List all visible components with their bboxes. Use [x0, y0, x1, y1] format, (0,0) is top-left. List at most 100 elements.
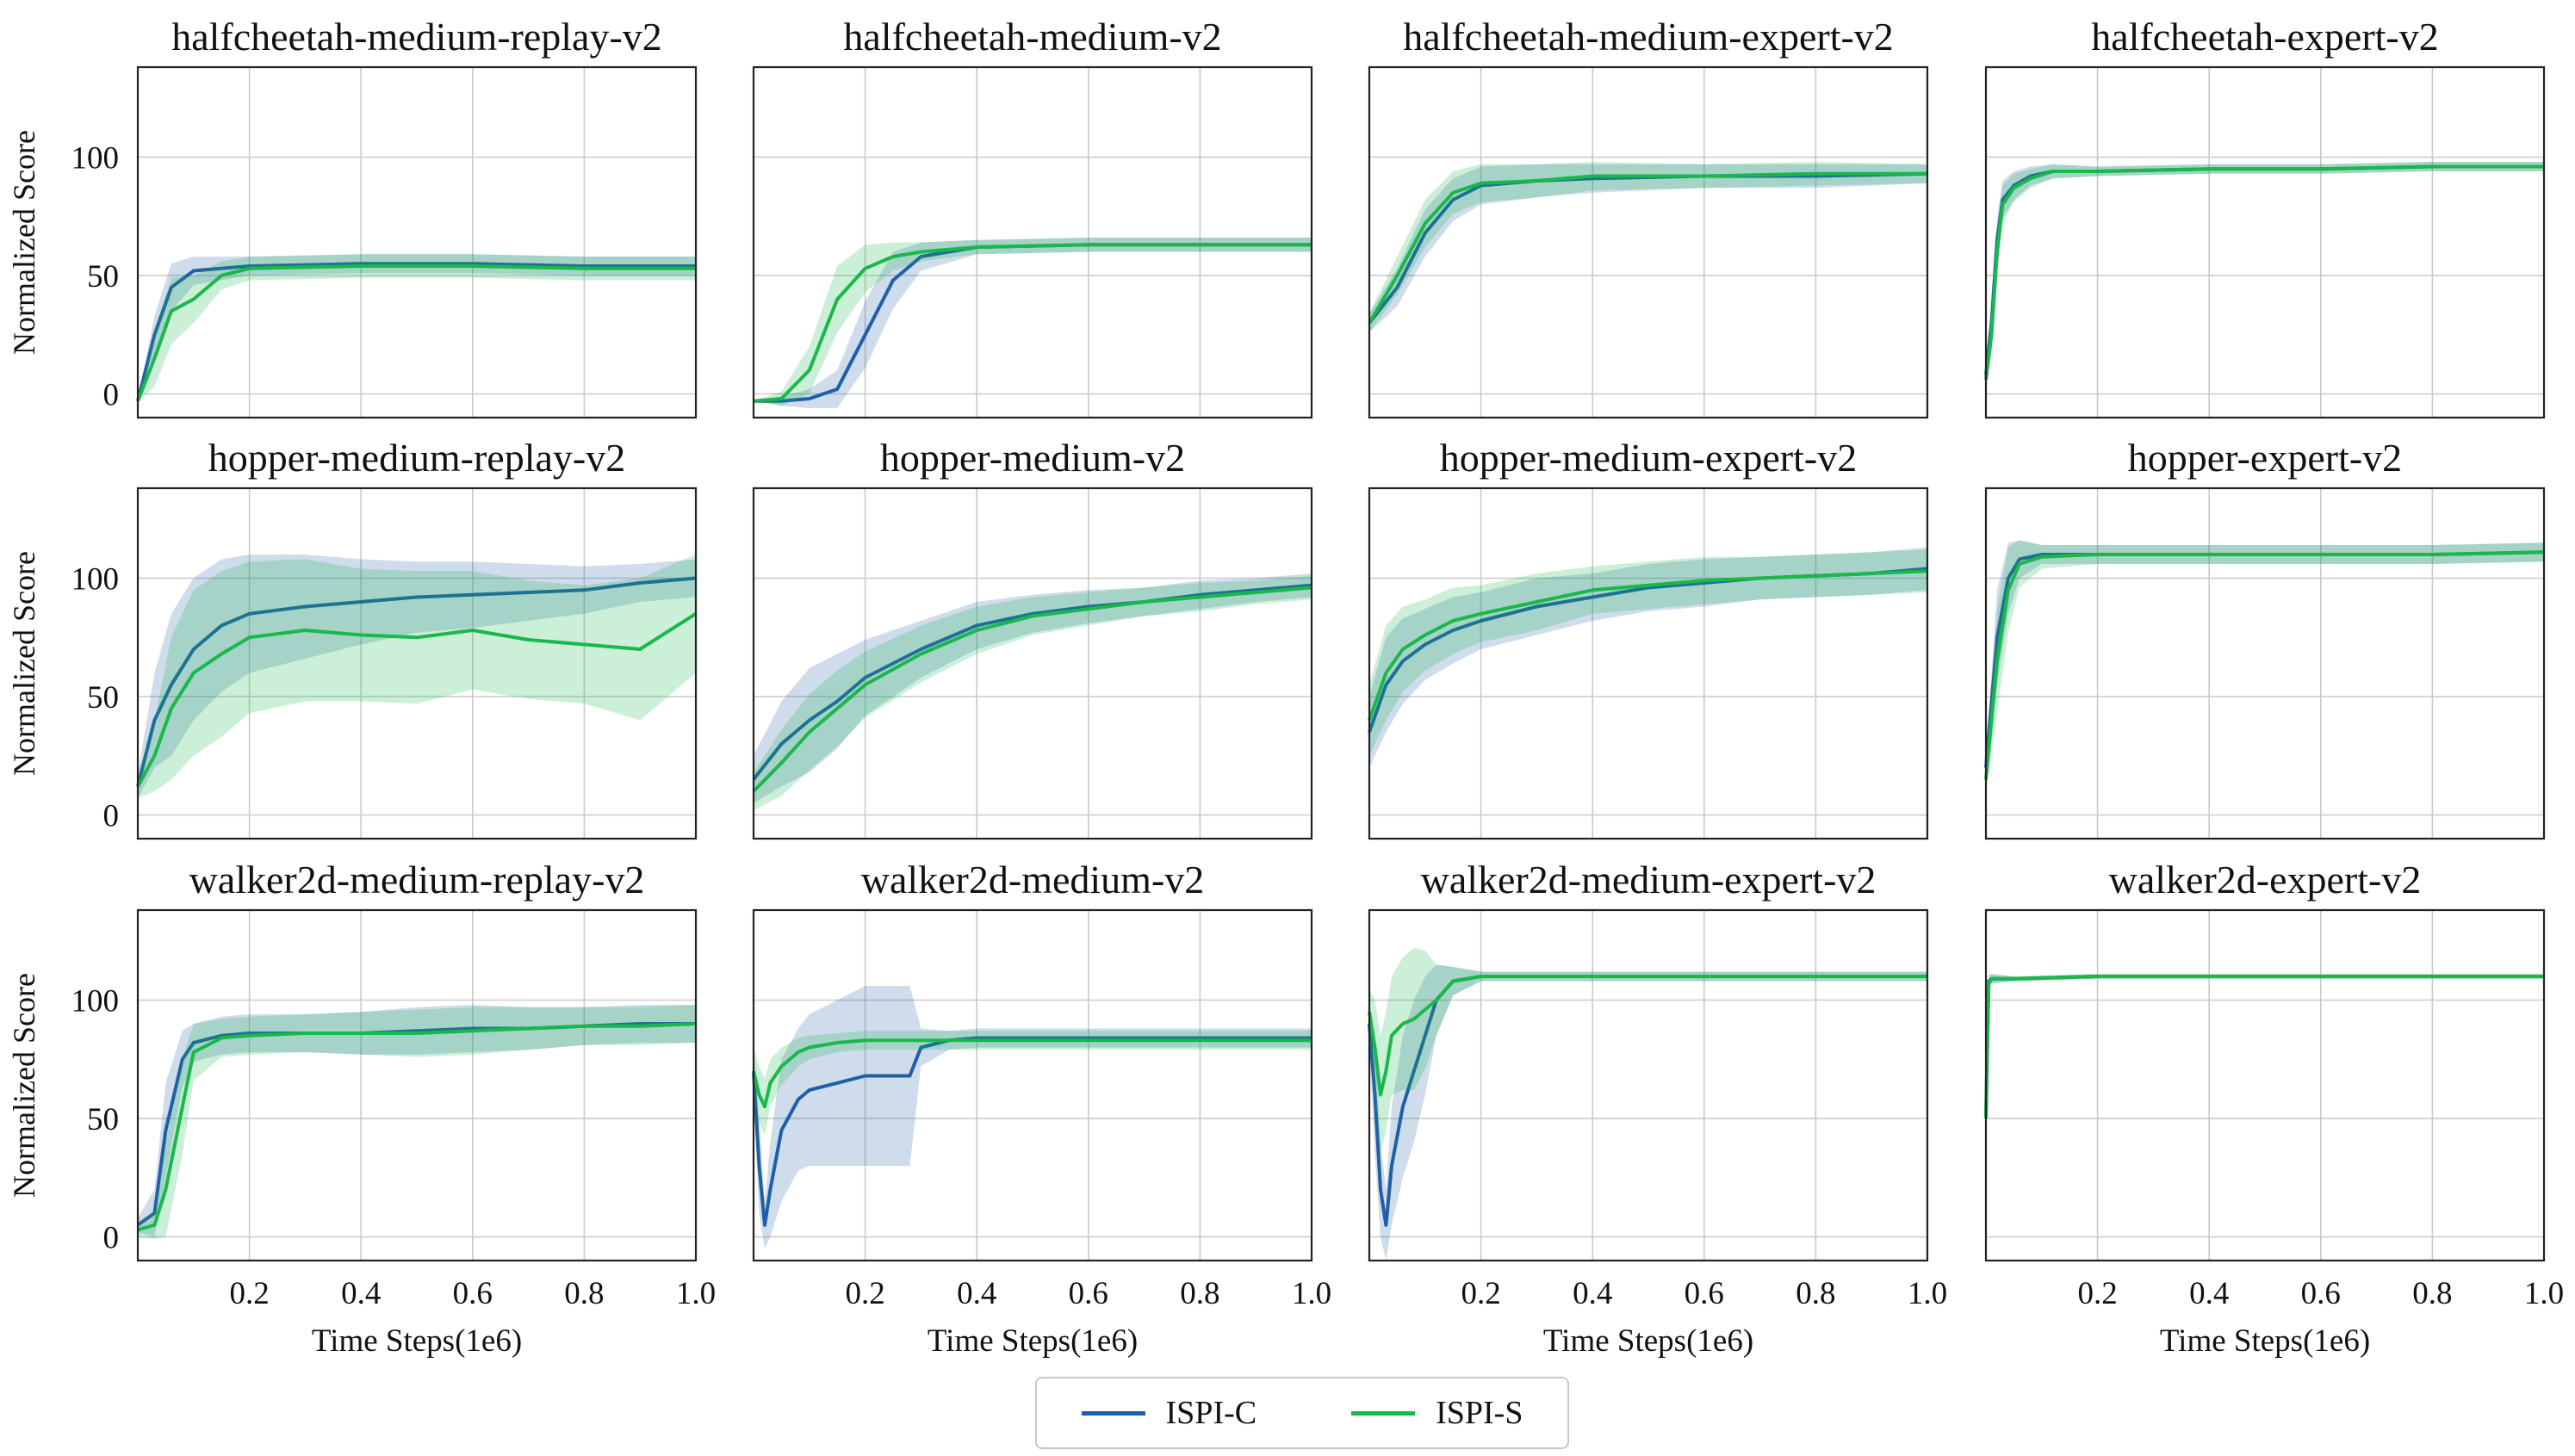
band-ispi-s — [1369, 549, 1927, 756]
series-line-ispi-c — [752, 1036, 1312, 1227]
x-tick-label: 1.0 — [1292, 1276, 1331, 1311]
series-line-ispi-c — [752, 583, 1312, 781]
axes-frame — [1984, 65, 2546, 419]
subplot-11: walker2d-medium-expert-v2 0.2 0.4 0.6 0.8 1.0… — [1368, 858, 1947, 1359]
x-tick-label: 0.2 — [1461, 1276, 1500, 1311]
subplot-title: halfcheetah-expert-v2 — [2091, 15, 2439, 59]
x-tick-label: 0.6 — [453, 1276, 493, 1311]
x-tick-label: 0.8 — [2412, 1276, 2452, 1311]
subplot-10: walker2d-medium-v2 0.2 0.4 0.6 0.8 1.0 Time St… — [752, 858, 1331, 1359]
subplot-4: halfcheetah-expert-v2 — [1984, 15, 2546, 419]
series-line-ispi-s — [136, 264, 696, 402]
x-axis-label: Time Steps(1e6) — [2160, 1323, 2370, 1359]
band-ispi-s — [1369, 948, 1927, 1155]
axes-frame — [752, 65, 1313, 419]
series-line-ispi-s — [752, 1038, 1312, 1109]
subplot-9: walker2d-medium-replay-v2 0 50 100 Normalize… — [7, 858, 716, 1359]
x-tick-label: 0.8 — [1180, 1276, 1219, 1311]
band-ispi-c — [1369, 547, 1927, 768]
axes-frame — [752, 908, 1313, 1262]
y-tick-label: 50 — [87, 1102, 119, 1137]
axes-frame — [1984, 908, 2546, 1262]
y-tick-label: 100 — [71, 984, 120, 1019]
band-ispi-s — [1369, 162, 1927, 332]
y-axis-label: Normalized Score — [7, 130, 41, 355]
y-tick-label: 0 — [103, 799, 120, 834]
x-axis-label: Time Steps(1e6) — [928, 1323, 1138, 1359]
x-tick-label: 0.4 — [1573, 1276, 1612, 1311]
series-line-ispi-c — [1984, 975, 2544, 1119]
subplot-title: hopper-medium-replay-v2 — [208, 436, 625, 480]
band-ispi-c — [1369, 964, 1927, 1261]
series-line-ispi-s — [1984, 550, 2545, 780]
legend-label-ispi-s: ISPI-S — [1436, 1395, 1523, 1431]
x-tick-label: 0.6 — [1685, 1276, 1724, 1311]
subplot-title: walker2d-expert-v2 — [2109, 858, 2422, 901]
x-axis-label: Time Steps(1e6) — [1543, 1323, 1753, 1359]
axes-frame — [136, 908, 698, 1262]
x-tick-label: 1.0 — [676, 1276, 716, 1311]
axes-frame — [752, 486, 1313, 840]
x-tick-label: 0.6 — [1069, 1276, 1108, 1311]
series-line-ispi-c — [1984, 164, 2544, 375]
band-ispi-s — [138, 1005, 696, 1240]
subplot-7: hopper-medium-expert-v2 — [1368, 436, 1929, 840]
axes-frame — [1368, 65, 1929, 419]
axes-frame — [1368, 908, 1929, 1262]
band-ispi-c — [754, 986, 1312, 1249]
x-tick-label: 0.4 — [957, 1276, 996, 1311]
series-line-ispi-s — [1368, 975, 1927, 1097]
subplot-8: hopper-expert-v2 — [1984, 436, 2546, 840]
subplot-title: hopper-medium-v2 — [880, 436, 1185, 480]
subplot-title: walker2d-medium-replay-v2 — [189, 858, 645, 901]
x-tick-label: 0.6 — [2301, 1276, 2341, 1311]
band-ispi-c — [138, 1005, 696, 1237]
x-axis-label: Time Steps(1e6) — [312, 1323, 522, 1359]
legend: ISPI-C ISPI-S — [1035, 1377, 1569, 1449]
series-line-ispi-c — [1368, 975, 1927, 1227]
axes-frame — [136, 486, 698, 840]
band-ispi-s — [1986, 540, 2544, 791]
subplot-1: halfcheetah-medium-replay-v2 0 50 100 Normal… — [7, 15, 698, 419]
subplot-title: halfcheetah-medium-replay-v2 — [171, 15, 662, 59]
axes-frame — [136, 65, 698, 419]
y-tick-label: 0 — [103, 1221, 120, 1256]
series-line-ispi-s — [1984, 975, 2544, 1119]
x-tick-label: 0.8 — [564, 1276, 604, 1311]
x-tick-label: 0.4 — [2189, 1276, 2229, 1311]
band-ispi-s — [1986, 974, 2544, 1126]
x-tick-label: 0.2 — [229, 1276, 269, 1311]
x-tick-label: 1.0 — [2524, 1276, 2564, 1311]
band-ispi-c — [1986, 540, 2544, 780]
band-ispi-s — [1986, 162, 2544, 385]
y-tick-label: 100 — [71, 562, 120, 598]
y-axis-label: Normalized Score — [7, 973, 41, 1198]
x-tick-label: 1.0 — [1908, 1276, 1947, 1311]
subplot-12: walker2d-expert-v2 0.2 0.4 0.6 0.8 1.0 Time St… — [1984, 858, 2564, 1359]
legend-swatch-ispi-s — [1351, 1410, 1416, 1416]
band-ispi-c — [1986, 974, 2544, 1126]
axes-frame — [1984, 486, 2546, 840]
subplot-title: hopper-medium-expert-v2 — [1440, 436, 1857, 480]
y-axis-label: Normalized Score — [7, 551, 41, 776]
x-tick-label: 0.2 — [845, 1276, 884, 1311]
y-tick-label: 50 — [87, 680, 119, 716]
subplot-6: hopper-medium-v2 — [752, 436, 1313, 840]
subplot-title: walker2d-medium-v2 — [861, 858, 1205, 901]
x-tick-label: 0.4 — [341, 1276, 381, 1311]
series-line-ispi-s — [753, 243, 1312, 403]
y-tick-label: 50 — [87, 259, 119, 294]
series-line-ispi-s — [752, 585, 1312, 793]
legend-item-ispi-c: ISPI-C — [1081, 1394, 1256, 1432]
legend-swatch-ispi-c — [1081, 1410, 1145, 1416]
subplot-5: hopper-medium-replay-v2 0 50 100 Normalized … — [7, 436, 698, 840]
band-ispi-s — [138, 555, 696, 799]
series-line-ispi-s — [1368, 569, 1928, 722]
series-line-ispi-c — [136, 576, 697, 787]
subplot-title: walker2d-medium-expert-v2 — [1421, 858, 1877, 901]
subplot-2: halfcheetah-medium-v2 — [752, 15, 1313, 419]
band-ispi-c — [138, 555, 696, 799]
axes-frame — [1368, 486, 1929, 840]
x-tick-label: 0.2 — [2077, 1276, 2117, 1311]
